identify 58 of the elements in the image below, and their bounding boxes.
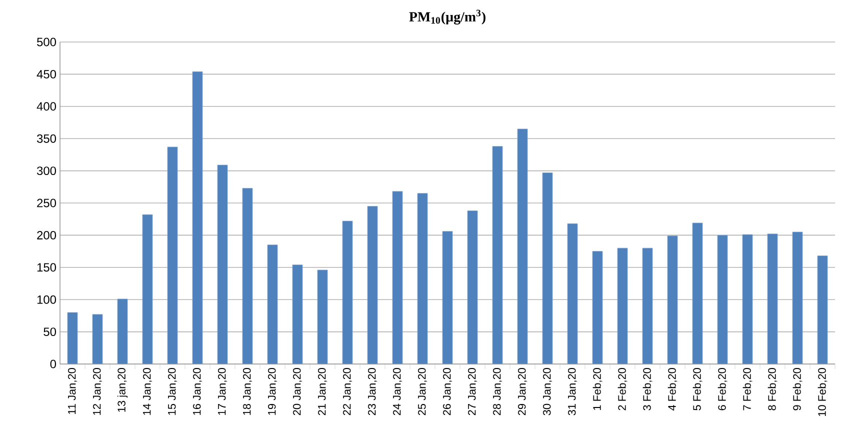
x-tick-label: 23 Jan,20: [368, 368, 378, 416]
x-tick-label: 6 Feb,20: [718, 368, 728, 410]
y-tick-label: 150: [37, 263, 56, 272]
bar: [217, 164, 228, 364]
bar: [192, 71, 203, 364]
chart-title: PM$_{10}$(µg/m$^{3}$): [409, 10, 486, 24]
bar: [517, 128, 528, 364]
y-tick-label: 100: [37, 295, 56, 304]
y-tick-label: 350: [36, 134, 56, 143]
x-tick-label: 2 Feb,20: [618, 368, 628, 410]
x-tick-label: 21 Jan,20: [318, 368, 328, 416]
bar: [492, 146, 503, 364]
x-tick-label: 17 Jan,20: [218, 368, 228, 415]
x-tick-label: 5 Feb,20: [692, 368, 702, 410]
x-tick-label: 12 Jan,20: [92, 368, 102, 415]
bar: [542, 172, 553, 364]
bar: [467, 210, 478, 364]
x-tick-label: 8 Feb,20: [768, 368, 778, 410]
bar: [267, 244, 278, 364]
x-tick-label: 10 Feb,20: [818, 368, 828, 416]
x-tick-label: 31 Jan,20: [568, 368, 578, 416]
x-tick-label: 14 Jan,20: [142, 368, 152, 415]
bar: [392, 191, 403, 364]
x-tick-label: 11 Jan,20: [68, 368, 78, 414]
x-tick-label: 7 Feb,20: [742, 368, 752, 410]
y-tick-label: 0: [50, 360, 56, 368]
x-tick-label: 29 Jan,20: [518, 368, 528, 416]
x-tick-label: 18 Jan,20: [242, 368, 252, 415]
x-tick-label: 16 Jan,20: [192, 368, 202, 415]
x-tick-label: 4 Feb,20: [668, 368, 678, 411]
x-tick-label: 26 Jan,20: [442, 368, 452, 416]
bar: [167, 146, 178, 364]
x-tick-label: 13 jan,20: [117, 368, 128, 412]
bar: [767, 234, 778, 364]
y-tick-label: 50: [44, 328, 56, 336]
x-tick-label: 15 Jan,20: [168, 368, 178, 415]
bar: [417, 193, 428, 364]
x-tick-label: 24 Jan,20: [392, 368, 402, 416]
x-tick-label: 25 Jan,20: [418, 368, 428, 416]
x-tick-label: 1 Feb,20: [592, 368, 602, 410]
y-tick-label: 300: [36, 166, 56, 176]
x-tick-label: 28 Jan,20: [492, 368, 502, 416]
bar: [242, 188, 253, 364]
y-tick-label: 500: [37, 38, 56, 46]
y-tick-label: 450: [36, 70, 56, 78]
x-tick-label: 20 Jan,20: [292, 368, 302, 416]
x-tick-label: 3 Feb,20: [642, 368, 652, 410]
y-tick-label: 400: [36, 102, 56, 111]
x-tick-label: 9 Feb,20: [792, 368, 802, 410]
x-tick-label: 30 Jan,20: [542, 368, 552, 416]
x-tick-label: 22 Jan,20: [342, 368, 352, 416]
x-tick-label: 27 Jan,20: [468, 368, 478, 416]
y-tick-label: 250: [37, 198, 56, 208]
x-tick-label: 19 Jan,20: [268, 368, 278, 415]
y-tick-label: 200: [37, 230, 56, 240]
bar: [667, 236, 678, 364]
bar: [367, 206, 378, 364]
bar: [442, 231, 453, 364]
